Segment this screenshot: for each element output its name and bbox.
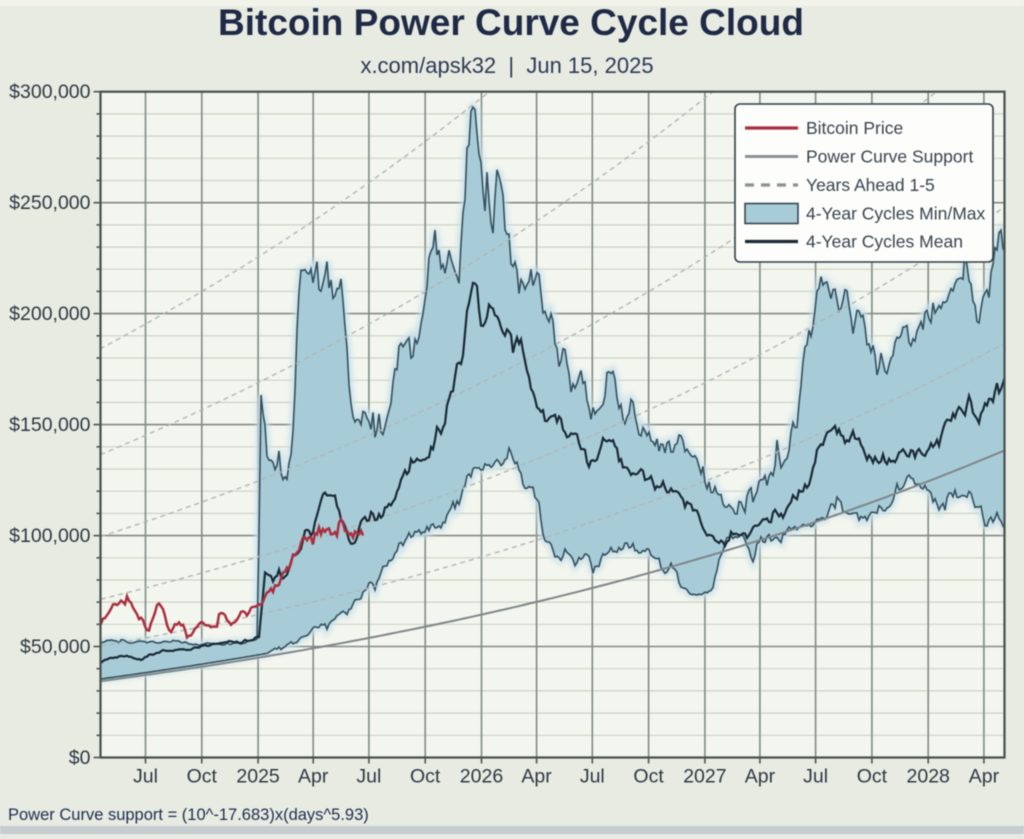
svg-text:$150,000: $150,000 [9, 414, 90, 436]
svg-text:Oct: Oct [410, 766, 441, 788]
svg-text:x.com/apsk32 | Jun 15, 2025: x.com/apsk32 | Jun 15, 2025 [360, 53, 653, 78]
svg-text:Jul: Jul [803, 766, 828, 788]
svg-text:Bitcoin Price: Bitcoin Price [806, 118, 903, 138]
svg-text:Apr: Apr [521, 766, 552, 788]
svg-text:Power Curve Support: Power Curve Support [806, 147, 973, 167]
svg-text:2025: 2025 [236, 766, 280, 788]
svg-text:Bitcoin Power Curve Cycle Clou: Bitcoin Power Curve Cycle Cloud [218, 2, 804, 43]
svg-text:Oct: Oct [857, 766, 888, 788]
svg-text:2027: 2027 [683, 766, 726, 788]
svg-text:4-Year Cycles Min/Max: 4-Year Cycles Min/Max [806, 204, 986, 224]
svg-text:2028: 2028 [907, 766, 950, 788]
svg-text:$0: $0 [69, 747, 91, 769]
svg-text:Power Curve support = (10^-17.: Power Curve support = (10^-17.683)x(days… [8, 806, 369, 824]
svg-text:Apr: Apr [745, 766, 776, 788]
svg-text:Apr: Apr [298, 766, 329, 788]
svg-text:$200,000: $200,000 [9, 303, 90, 325]
svg-text:Apr: Apr [969, 766, 1000, 788]
svg-text:Oct: Oct [187, 766, 218, 788]
svg-text:Oct: Oct [633, 766, 664, 788]
svg-text:Years Ahead 1-5: Years Ahead 1-5 [806, 175, 935, 195]
svg-text:2026: 2026 [460, 766, 503, 788]
svg-text:4-Year Cycles Mean: 4-Year Cycles Mean [806, 232, 963, 252]
svg-text:$300,000: $300,000 [9, 81, 90, 103]
svg-text:$100,000: $100,000 [9, 525, 90, 547]
svg-text:Jul: Jul [580, 766, 605, 788]
svg-text:Jul: Jul [356, 766, 381, 788]
svg-text:$250,000: $250,000 [9, 192, 90, 214]
svg-text:$50,000: $50,000 [20, 636, 91, 658]
svg-text:Jul: Jul [133, 766, 158, 788]
